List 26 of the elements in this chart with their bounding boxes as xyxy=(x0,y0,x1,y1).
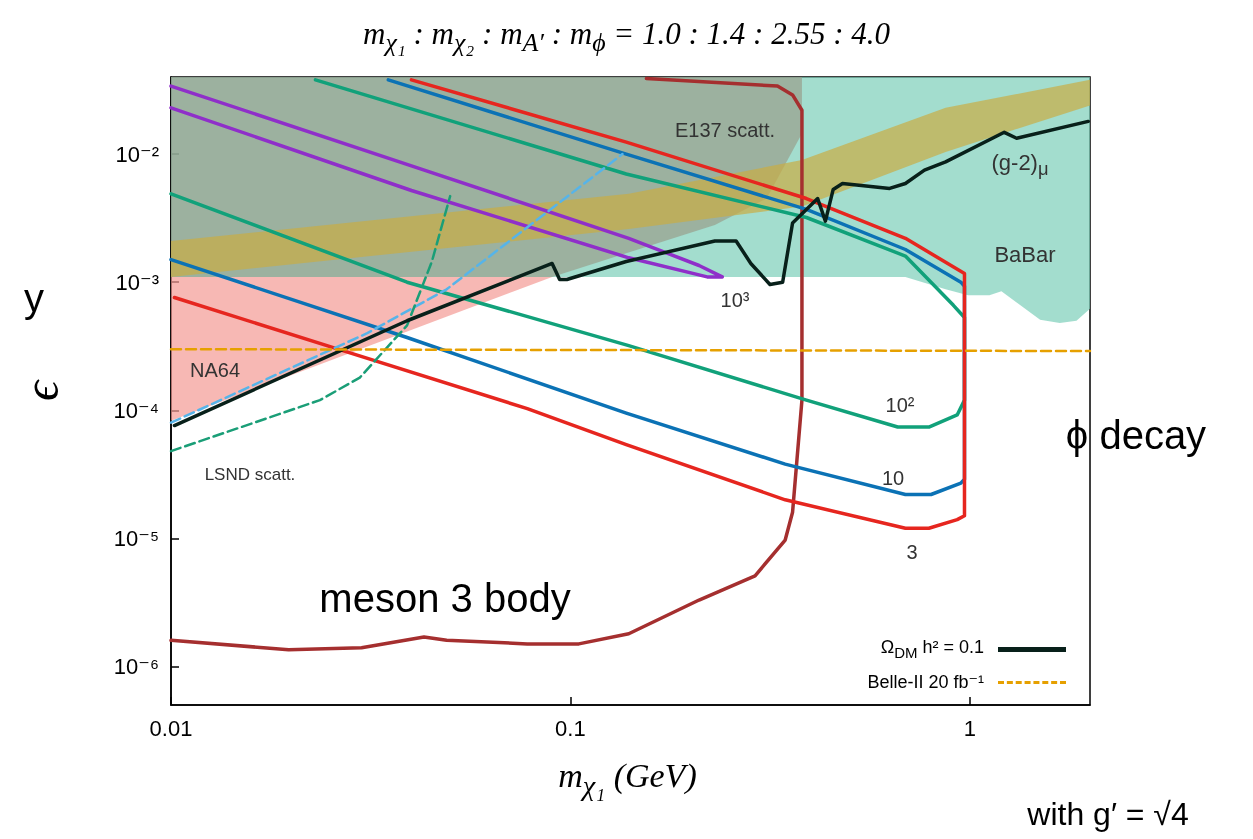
legend-label: Ω$_{DM}$ h² = 0.1 xyxy=(880,637,984,661)
annotation: 10³ xyxy=(719,288,751,312)
annotation: LSND scatt. xyxy=(203,464,297,486)
annotation: (g-2)$_{μ}$ xyxy=(990,149,1050,181)
y-axis-title: ϵ xyxy=(13,379,69,402)
y-tick-label: 10⁻³ xyxy=(115,269,159,295)
x-tick-label: 1 xyxy=(963,715,976,741)
y-tick-label: 10⁻⁵ xyxy=(113,525,159,551)
text: y xyxy=(23,275,45,322)
annotation: 10² xyxy=(884,393,916,417)
y-tick-label: 10⁻⁴ xyxy=(113,397,159,423)
y-tick-label: 10⁻² xyxy=(115,141,159,167)
annotation: meson 3 body xyxy=(318,575,572,622)
y-tick-label: 10⁻⁶ xyxy=(113,653,159,679)
x-axis-title: m$_{χ₁}$ (GeV) xyxy=(558,757,697,801)
annotation: ϕ decay xyxy=(1064,412,1208,459)
annotation: BaBar xyxy=(993,241,1057,269)
text: with g′ = √4 xyxy=(1026,794,1190,834)
x-tick-label: 0.1 xyxy=(555,715,586,741)
legend-label: Belle-II 20 fb⁻¹ xyxy=(867,671,984,693)
annotation: 10 xyxy=(880,466,906,490)
annotation: 3 xyxy=(905,540,919,564)
annotation: NA64 xyxy=(189,358,241,382)
annotation: E137 scatt. xyxy=(673,118,777,142)
x-tick-label: 0.01 xyxy=(149,715,193,741)
chart-title: m$_{χ₁}$ : m$_{χ₂}$ : m$_{A′}$ : m$_{ϕ}$ = 1.0 : 1.4 : 2.55 : 4.0 xyxy=(363,16,890,58)
